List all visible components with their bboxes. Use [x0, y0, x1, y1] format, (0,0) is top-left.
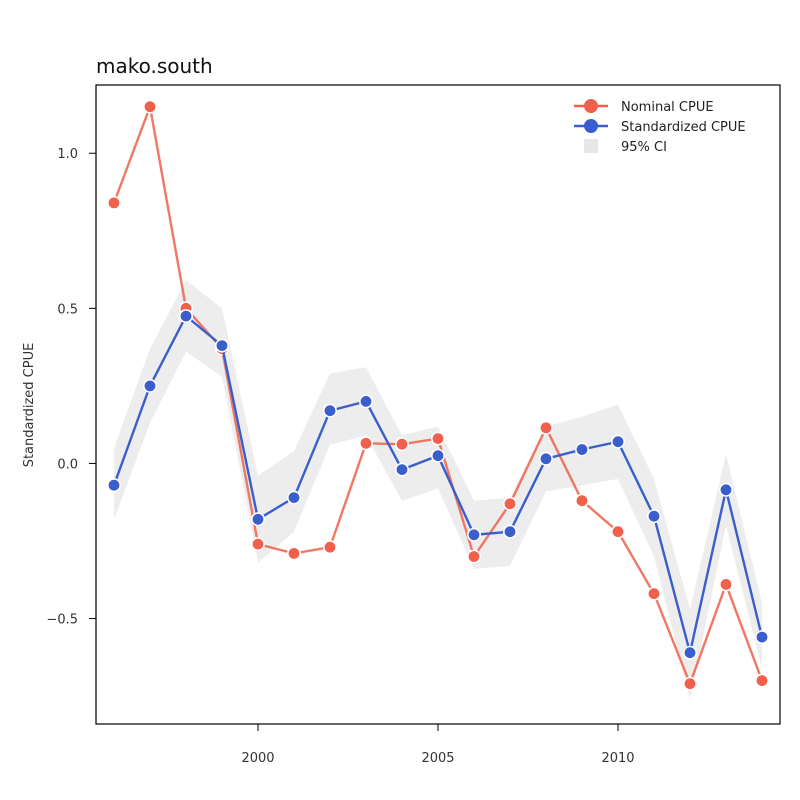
- nominal-cpue-point: [107, 195, 122, 210]
- nominal-cpue-point: [754, 673, 769, 688]
- chart-title: mako.south: [96, 54, 213, 78]
- standardized-cpue-point: [646, 509, 661, 524]
- legend-marker-nominal-cpue: [584, 99, 598, 113]
- confidence-band-layer: [114, 280, 762, 700]
- standardized-cpue-point: [358, 394, 373, 409]
- nominal-cpue-point: [502, 496, 517, 511]
- x-tick-label: 2000: [241, 751, 274, 766]
- y-tick-label: 1.0: [57, 147, 78, 162]
- nominal-cpue-point: [682, 676, 697, 691]
- nominal-cpue-point: [322, 540, 337, 555]
- y-tick-label: 0.5: [57, 302, 78, 317]
- standardized-cpue-point: [143, 378, 158, 393]
- nominal-cpue-point: [143, 99, 158, 114]
- nominal-cpue-point: [718, 577, 733, 592]
- standardized-cpue-point: [215, 338, 230, 353]
- legend-label-standardized-cpue: Standardized CPUE: [621, 120, 746, 135]
- nominal-cpue-point: [358, 436, 373, 451]
- nominal-cpue-point: [646, 586, 661, 601]
- ci-band: [114, 280, 762, 700]
- standardized-cpue-point: [430, 448, 445, 463]
- standardized-cpue-point: [394, 462, 409, 477]
- standardized-cpue-point: [574, 442, 589, 457]
- x-tick-label: 2005: [421, 751, 454, 766]
- legend-label-nominal-cpue: Nominal CPUE: [621, 100, 714, 115]
- legend: Nominal CPUE Standardized CPUE 95% CI: [574, 99, 746, 155]
- legend-marker-standardized-cpue: [584, 119, 598, 133]
- standardized-cpue-point: [682, 645, 697, 660]
- standardized-cpue-point: [322, 403, 337, 418]
- nominal-cpue-point: [538, 420, 553, 435]
- standardized-cpue-point: [466, 527, 481, 542]
- standardized-cpue-point: [286, 490, 301, 505]
- nominal-cpue-point: [574, 493, 589, 508]
- series-layer: [107, 99, 769, 691]
- standardized-cpue-point: [179, 309, 194, 324]
- standardized-cpue-point: [718, 482, 733, 497]
- nominal-cpue-point: [394, 437, 409, 452]
- x-axis: 2000 2005 2010: [241, 724, 635, 766]
- legend-label-95-ci: 95% CI: [621, 140, 667, 155]
- y-tick-label: −0.5: [46, 613, 78, 628]
- standardized-cpue-point: [754, 630, 769, 645]
- nominal-cpue-point: [430, 431, 445, 446]
- nominal-cpue-point: [251, 537, 266, 552]
- nominal-cpue-point: [286, 546, 301, 561]
- nominal-cpue-point: [466, 549, 481, 564]
- standardized-cpue-point: [107, 478, 122, 493]
- standardized-cpue-point: [538, 451, 553, 466]
- y-axis-label: Standardized CPUE: [22, 343, 37, 468]
- standardized-cpue-point: [610, 434, 625, 449]
- x-tick-label: 2010: [601, 751, 634, 766]
- standardized-cpue-point: [502, 524, 517, 539]
- nominal-cpue-point: [610, 524, 625, 539]
- standardized-cpue-point: [251, 512, 266, 527]
- y-axis: −0.5 0.0 0.5 1.0: [46, 147, 96, 628]
- y-tick-label: 0.0: [57, 457, 78, 472]
- legend-swatch-95-ci: [584, 139, 598, 153]
